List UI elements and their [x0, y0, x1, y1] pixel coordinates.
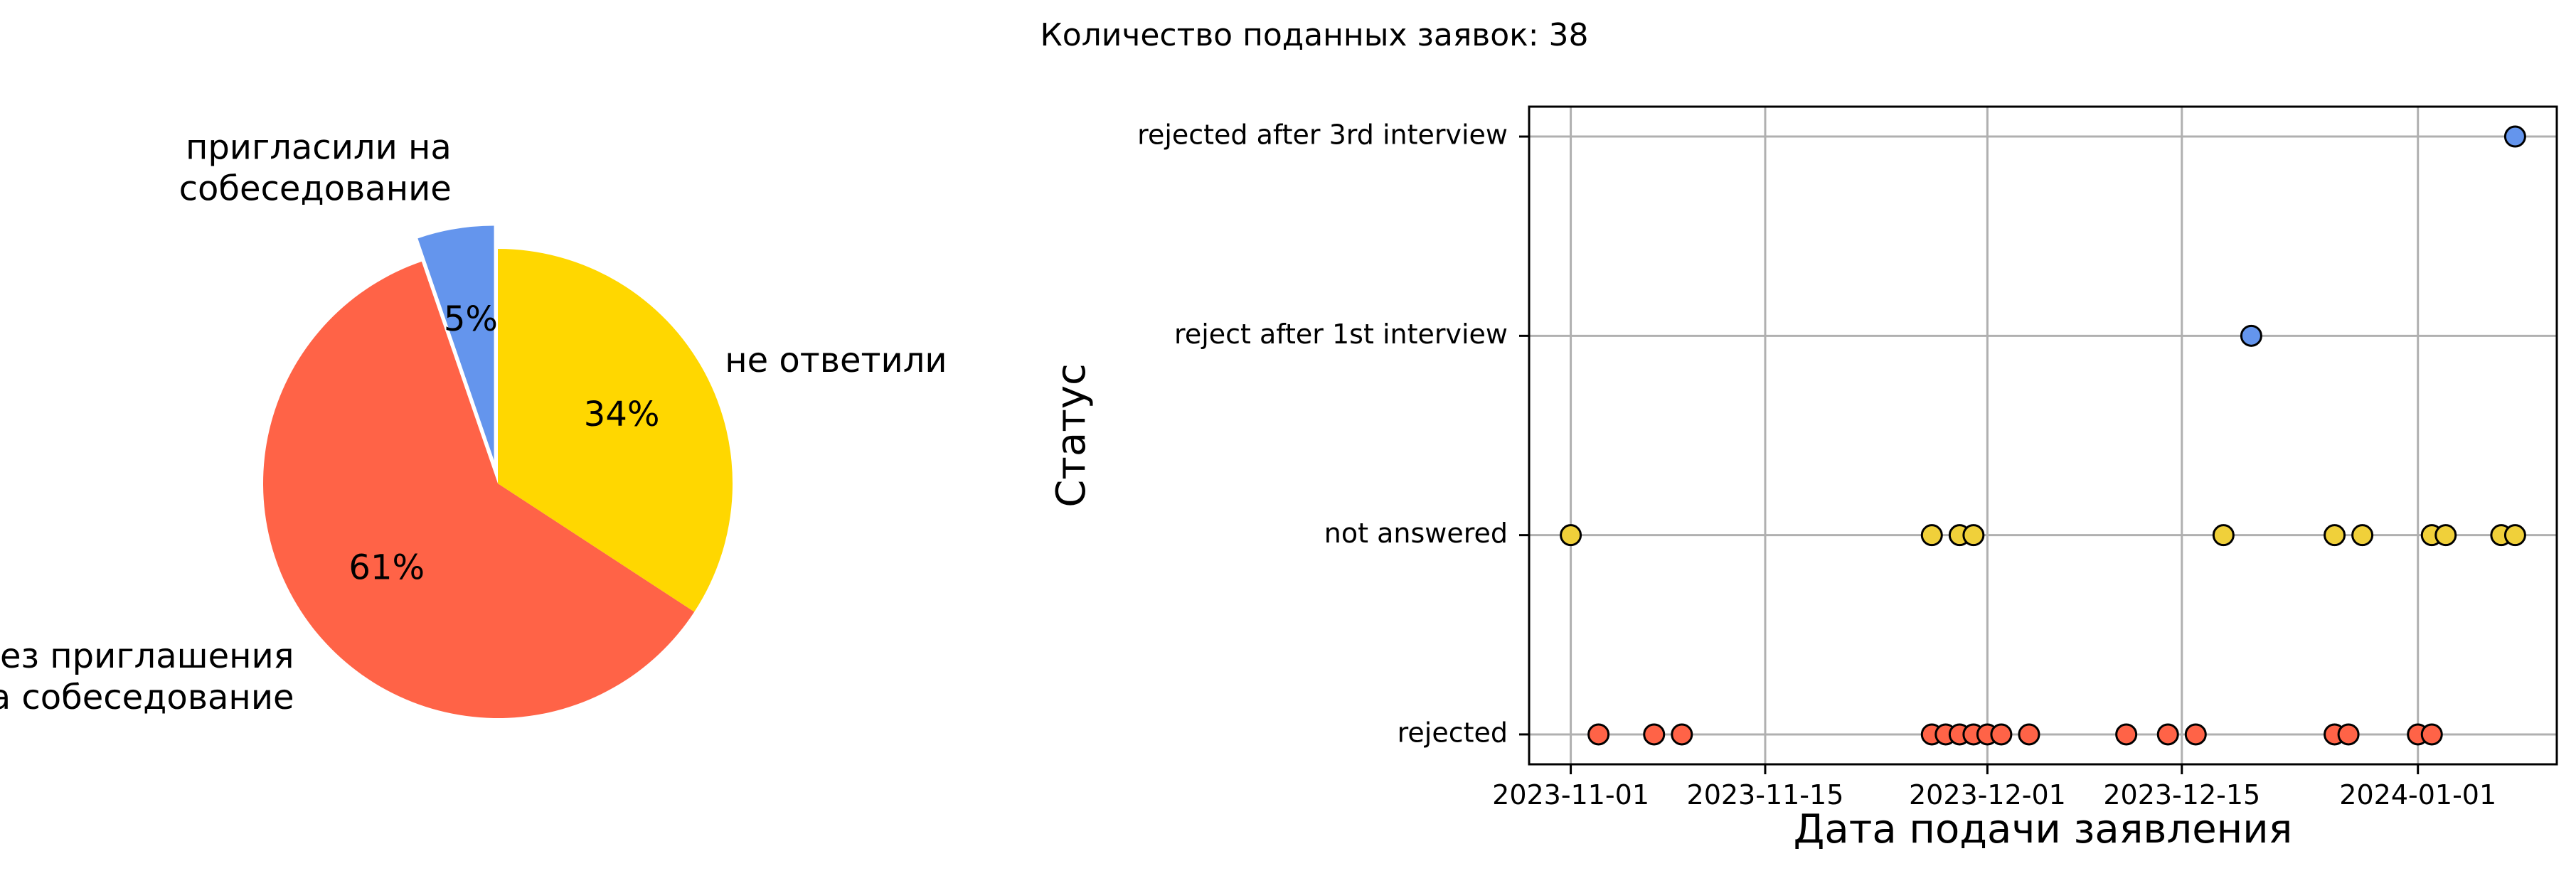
- pie-chart: 5% пригласили на собеседование 61% отказали…: [0, 127, 947, 718]
- pie-slice: [417, 225, 494, 461]
- scatter-point: [1990, 723, 2013, 746]
- scatter-point: [2434, 524, 2457, 547]
- scatter-point: [2115, 723, 2138, 746]
- scatter-chart: 2023-11-01 2023-11-15 2023-12-01 2023-12-15…: [1048, 105, 2558, 852]
- scatter-point: [1643, 723, 1666, 746]
- scatter-point: [2503, 125, 2526, 148]
- x-tick-label: 2024-01-01: [2339, 779, 2496, 811]
- scatter-point: [2212, 524, 2235, 547]
- scatter-point: [1671, 723, 1693, 746]
- scatter-point: [2156, 723, 2179, 746]
- y-tick-label: not answered: [1324, 518, 1508, 549]
- pie-pct-label: 61%: [348, 548, 425, 588]
- scatter-point: [2503, 524, 2526, 547]
- scatter-point: [2240, 324, 2262, 347]
- pie-slice-label: пригласили на собеседование: [168, 127, 451, 208]
- scatter-point: [1560, 524, 1582, 547]
- y-axis-label: Статус: [1048, 363, 1095, 508]
- pie-slice-label: не ответили: [725, 341, 947, 380]
- scatter-point: [2420, 723, 2443, 746]
- scatter-point: [2324, 524, 2346, 547]
- x-tick-label: 2023-11-01: [1492, 779, 1649, 811]
- x-tick-label: 2023-12-01: [1909, 779, 2066, 811]
- y-tick-label: reject after 1st interview: [1174, 319, 1508, 350]
- scatter-point: [1962, 524, 1985, 547]
- pie-slice: [263, 261, 695, 718]
- pie-pct-label: 5%: [444, 299, 498, 339]
- scatter-point: [1587, 723, 1610, 746]
- pie-slice-label: отказали без приглашения на собеседовани…: [0, 636, 294, 717]
- scatter-point: [1920, 524, 1943, 547]
- pie-slice: [498, 249, 733, 612]
- figure-title: Количество поданных заявок: 38: [1040, 17, 1588, 53]
- x-tick-label: 2023-11-15: [1687, 779, 1844, 811]
- scatter-point: [2018, 723, 2040, 746]
- scatter-point: [2337, 723, 2360, 746]
- plot-frame: [1528, 105, 2558, 766]
- y-tick-label: rejected after 3rd interview: [1137, 119, 1508, 151]
- y-tick-label: rejected: [1398, 717, 1508, 748]
- scatter-point: [2184, 723, 2207, 746]
- x-axis-label: Дата подачи заявления: [1794, 806, 2293, 852]
- pie-pct-label: 34%: [584, 395, 660, 434]
- scatter-point: [2351, 524, 2374, 547]
- x-tick-label: 2023-12-15: [2103, 779, 2260, 811]
